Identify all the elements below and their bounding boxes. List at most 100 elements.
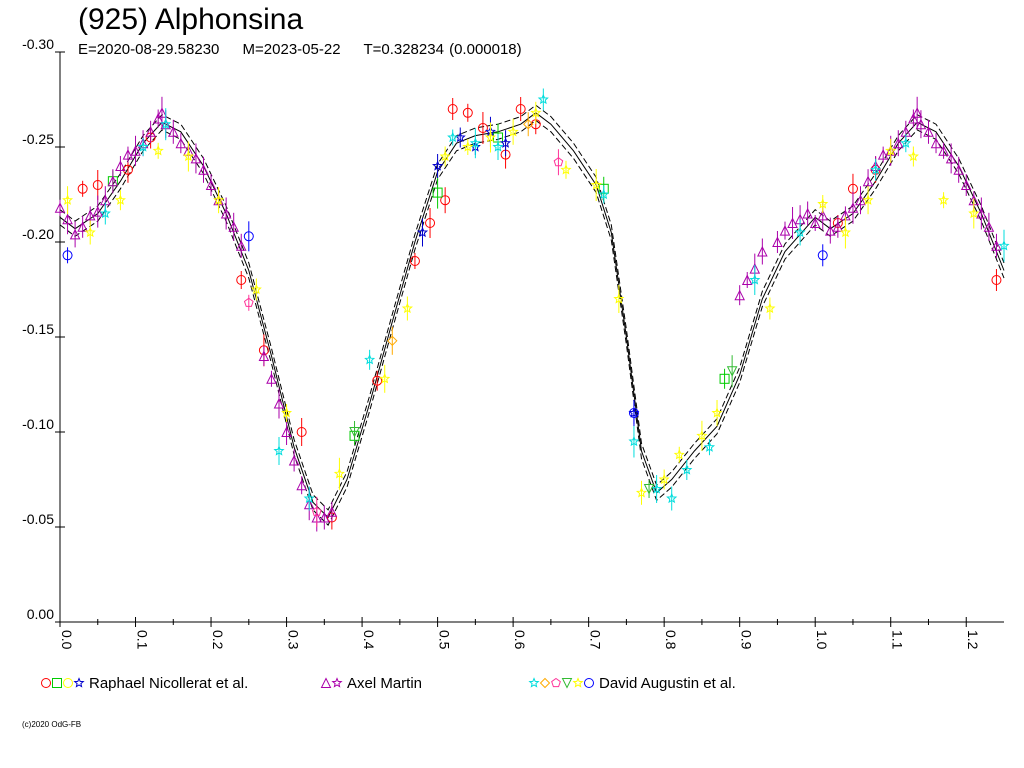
data-point [107, 175, 119, 187]
data-point [182, 150, 194, 162]
data-point [114, 194, 126, 205]
data-point [122, 164, 133, 175]
data-point [991, 275, 1002, 285]
data-point [643, 484, 655, 495]
legend-marker [331, 677, 343, 688]
data-point [77, 221, 88, 232]
data-point [726, 366, 738, 377]
data-point [885, 144, 897, 156]
x-tick-label: 0.5 [437, 630, 453, 650]
mid-date-label: M=2023-05-22 [242, 41, 341, 58]
legend-marker [52, 678, 62, 688]
data-point [847, 202, 859, 213]
data-point [870, 163, 882, 175]
x-tick-label: 1.0 [814, 630, 830, 650]
data-point [484, 131, 496, 143]
data-point [832, 221, 844, 232]
data-point [326, 506, 338, 517]
copyright-notice: (c)2020 OdG-FB [22, 720, 82, 729]
data-point [84, 209, 96, 221]
data-point [772, 236, 783, 247]
data-point [296, 427, 307, 437]
data-point [855, 194, 866, 206]
data-point [62, 213, 73, 225]
data-point [62, 250, 73, 261]
data-point [598, 188, 610, 200]
data-point [425, 218, 436, 228]
data-point [991, 240, 1002, 251]
data-point [741, 274, 753, 285]
x-tick-label: 0.2 [210, 630, 226, 650]
data-point [213, 194, 225, 205]
data-point [953, 164, 964, 175]
data-point [824, 224, 836, 236]
data-point [198, 164, 209, 175]
x-tick-label: 0.3 [286, 630, 302, 650]
axes: 0.00 -0.05 -0.10 -0.15 -0.20 -0.25 -0.30 0.0 0.1… [22, 36, 1004, 650]
data-point [447, 131, 459, 143]
legend-marker [63, 678, 73, 688]
data-point [628, 408, 639, 418]
y-tick-label: -0.30 [22, 36, 54, 52]
data-point [77, 183, 88, 194]
data-point [930, 137, 942, 149]
data-point [817, 198, 829, 209]
data-point [945, 152, 957, 164]
data-point [273, 397, 285, 409]
data-point [372, 375, 383, 386]
legend-marker [551, 677, 561, 688]
data-point [764, 302, 776, 314]
data-point [469, 137, 481, 148]
data-point [703, 441, 716, 452]
data-point [537, 93, 549, 105]
data-point [281, 426, 292, 437]
legend-marker [73, 677, 85, 688]
data-point [160, 118, 172, 129]
y-tick-label: -0.25 [22, 131, 54, 147]
data-point [968, 207, 980, 219]
data-point [734, 289, 745, 301]
data-point [92, 180, 103, 190]
data-point [877, 148, 889, 160]
epoch-label: E=2020-08-29.58230 [78, 41, 220, 58]
data-point [666, 492, 678, 504]
data-point [515, 104, 526, 114]
chart-title: (925) Alphonsina [78, 3, 304, 36]
data-point [175, 137, 187, 149]
data-point [938, 145, 949, 156]
fit-line [59, 112, 1005, 519]
y-tick-label: -0.10 [22, 416, 54, 432]
data-point [122, 148, 134, 160]
data-point [553, 157, 564, 167]
data-point [281, 407, 293, 418]
data-point [809, 217, 821, 228]
data-point [923, 126, 934, 137]
data-point [349, 427, 360, 438]
x-tick-label: 1.1 [890, 630, 906, 650]
data-point [719, 373, 730, 384]
data-point [432, 160, 444, 171]
x-tick-label: 0.0 [59, 630, 75, 650]
data-point [976, 207, 987, 219]
legend: Raphael Nicollerat et al. Axel Martin Davi… [41, 675, 736, 692]
y-tick-label: -0.20 [22, 226, 54, 242]
data-point [152, 144, 164, 156]
data-point [590, 179, 602, 190]
x-tick-label: 0.6 [512, 630, 528, 650]
data-point [628, 435, 640, 447]
data-point [507, 125, 519, 137]
x-tick-label: 1.2 [965, 630, 981, 650]
legend-marker [561, 678, 573, 689]
legend-label: David Augustin et al. [599, 675, 736, 692]
data-point [673, 448, 685, 460]
data-point [243, 231, 254, 242]
data-point [130, 145, 141, 156]
data-point [92, 205, 104, 217]
data-point [152, 112, 164, 124]
data-point [938, 194, 950, 205]
data-point [711, 407, 723, 418]
data-point [635, 486, 648, 498]
legend-marker [584, 678, 594, 688]
data-point [908, 112, 919, 124]
data-point [409, 256, 420, 266]
